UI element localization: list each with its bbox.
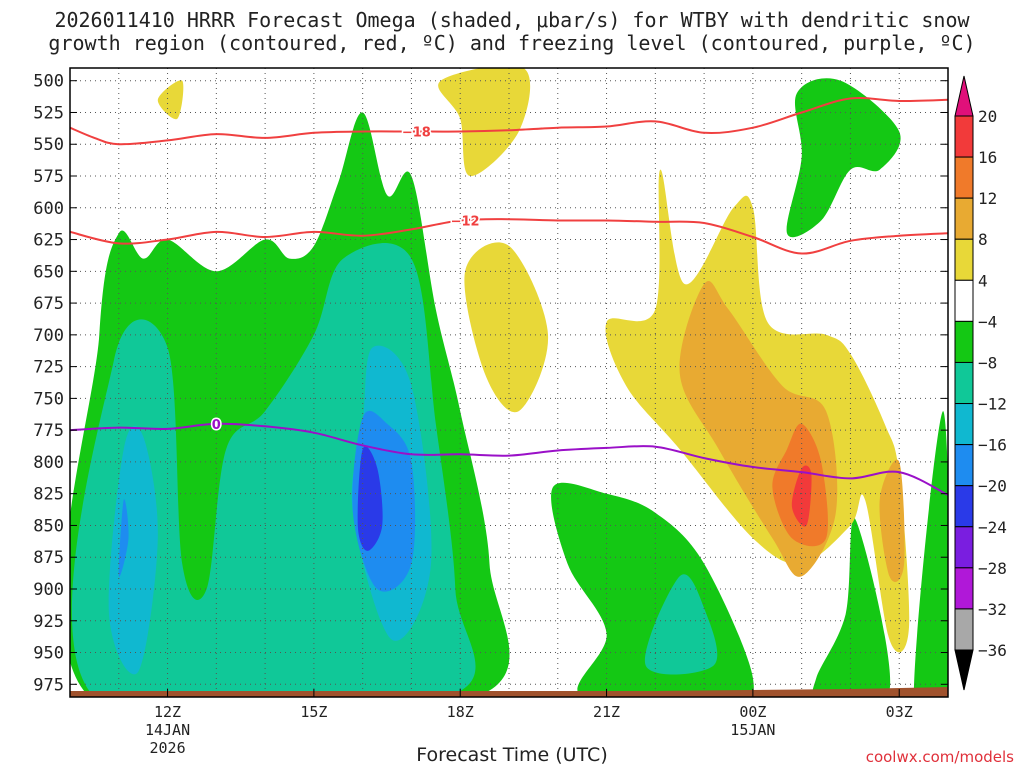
chart-title-line-1: 2026011410 HRRR Forecast Omega (shaded, …: [54, 8, 970, 32]
contour-0: [70, 422, 948, 496]
y-tick-label-600: 600: [33, 199, 64, 219]
colorbar-label-13: −36: [978, 641, 1007, 660]
omega-region-4..8: [157, 80, 184, 120]
x-tick-label-15Z: 15Z: [300, 703, 327, 721]
colorbar: 20 16 12 8 4 −4 −8 −12 −16 −20 −24 −28 −32 −36: [954, 75, 1007, 691]
source-credit[interactable]: coolwx.com/models: [865, 748, 1014, 766]
y-tick-label-525: 525: [33, 103, 64, 123]
omega-region--12..-8: [644, 574, 718, 675]
x-tick-label-21Z: 21Z: [593, 703, 620, 721]
colorbar-label-11: −28: [978, 559, 1007, 578]
y-tick-label-800: 800: [33, 453, 64, 473]
y-tick-label-550: 550: [33, 135, 64, 155]
y-tick-label-625: 625: [33, 231, 64, 251]
colorbar-label-1: 16: [978, 148, 997, 167]
colorbar-cell--28..-24: [954, 526, 974, 569]
colorbar-label-3: 8: [978, 230, 988, 249]
omega-region--8..-4: [786, 78, 901, 238]
colorbar-cell--24..-20: [954, 485, 974, 528]
x-tick-label-03Z: 03Z: [886, 703, 913, 721]
omega-region--20..-16: [118, 499, 129, 578]
y-tick-label-975: 975: [33, 675, 64, 695]
omega-region-16..20: [791, 465, 812, 527]
y-tick-label-575: 575: [33, 167, 64, 187]
x-tick-label-00Z: 00Z: [739, 703, 766, 721]
contour-label-−12: −12: [451, 214, 480, 229]
x-axis-label: Forecast Time (UTC): [416, 744, 608, 766]
colorbar-label-6: −8: [978, 353, 997, 372]
colorbar-cell-8..12: [954, 197, 974, 240]
y-tick-label-875: 875: [33, 548, 64, 568]
y-tick-label-775: 775: [33, 421, 64, 441]
x-tick-label-12Z: 12Z: [154, 703, 181, 721]
x-tick-label-18Z: 18Z: [447, 703, 474, 721]
x-tick-year-12Z: 2026: [149, 739, 185, 757]
colorbar-cell--16..-12: [954, 403, 974, 446]
colorbar-label-2: 12: [978, 189, 997, 208]
y-tick-label-750: 750: [33, 389, 64, 409]
axes: 500 525 550 575 600 625 650 675 700 725 750 775 800 8…: [33, 72, 948, 757]
x-tick-date-00Z: 15JAN: [730, 721, 775, 739]
y-tick-label-850: 850: [33, 516, 64, 536]
plot-frame: [69, 67, 949, 698]
colorbar-cell--4..4: [954, 279, 974, 322]
colorbar-cell--12..-8: [954, 361, 974, 405]
colorbar-label-8: −16: [978, 436, 1007, 455]
colorbar-label-5: −4: [978, 312, 997, 331]
y-tick-label-950: 950: [33, 644, 64, 664]
colorbar-top-triangle: [954, 75, 974, 117]
plot-border: [69, 67, 949, 698]
y-tick-label-500: 500: [33, 72, 64, 92]
contour-−12: [70, 218, 948, 255]
x-tick-date-12Z: 14JAN: [145, 721, 190, 739]
colorbar-cell-4..8: [954, 238, 974, 281]
omega-region--16..-12: [108, 425, 158, 675]
contour-label-0: 0: [212, 418, 221, 433]
contour-label-−18: −18: [402, 126, 431, 141]
y-tick-label-650: 650: [33, 262, 64, 282]
chart-title-line-2: growth region (contoured, red, ºC) and f…: [48, 31, 976, 55]
terrain-band: [70, 687, 948, 697]
colorbar-cell--20..-16: [954, 444, 974, 487]
colorbar-cell--36..-32: [954, 608, 974, 651]
omega-region-8..12: [879, 459, 905, 582]
colorbar-label-9: −20: [978, 477, 1007, 496]
terrain-ground: [70, 687, 948, 697]
colorbar-label-10: −24: [978, 518, 1007, 537]
colorbar-cell--8..-4: [954, 320, 974, 363]
omega-region--8..-4: [913, 411, 948, 697]
colorbar-cell-12..16: [954, 156, 974, 199]
omega-region--24..-20: [357, 446, 383, 551]
y-tick-label-725: 725: [33, 358, 64, 378]
colorbar-label-0: 20: [978, 107, 997, 126]
y-tick-label-925: 925: [33, 612, 64, 632]
colorbar-label-4: 4: [978, 271, 988, 290]
omega-region-4..8: [438, 68, 531, 177]
colorbar-label-7: −12: [978, 395, 1007, 414]
colorbar-cell--32..-28: [954, 567, 974, 610]
y-tick-label-900: 900: [33, 580, 64, 600]
contour-−18: [70, 97, 948, 146]
y-tick-label-700: 700: [33, 326, 64, 346]
contour-lines: −18 −12 0: [70, 97, 948, 496]
colorbar-label-12: −32: [978, 600, 1007, 619]
y-tick-label-675: 675: [33, 294, 64, 314]
omega-shading: [70, 68, 948, 697]
colorbar-cell-16..20: [954, 115, 974, 158]
omega-region-4..8: [464, 242, 549, 413]
y-tick-label-825: 825: [33, 485, 64, 505]
colorbar-bottom-triangle: [954, 649, 974, 691]
